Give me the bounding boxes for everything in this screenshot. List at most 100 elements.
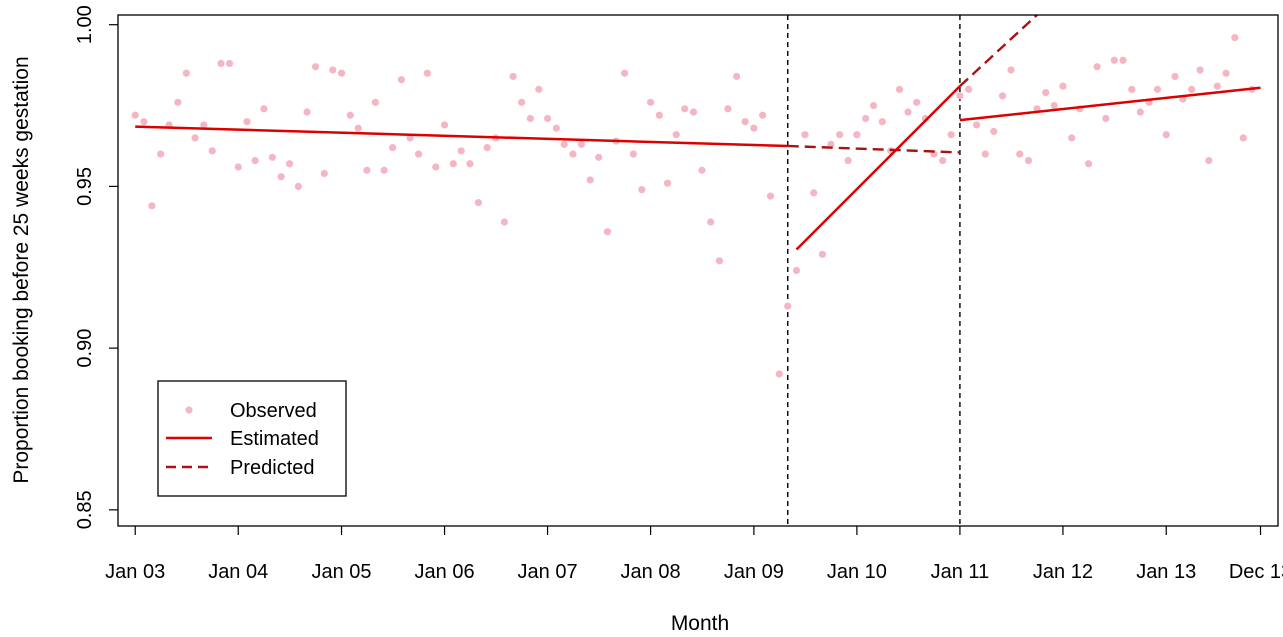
observed-point bbox=[483, 144, 491, 152]
y-axis: 0.85 0.90 0.95 1.00 bbox=[74, 5, 118, 529]
observed-point bbox=[895, 85, 904, 93]
observed-point bbox=[1068, 134, 1076, 142]
observed-point bbox=[148, 202, 156, 210]
observed-point bbox=[320, 169, 328, 178]
observed-point bbox=[689, 108, 698, 116]
observed-point bbox=[294, 182, 302, 191]
observed-point bbox=[836, 131, 844, 139]
observed-point bbox=[818, 250, 827, 258]
observed-point bbox=[1119, 56, 1127, 64]
observed-point bbox=[1196, 66, 1204, 74]
observed-point bbox=[629, 150, 637, 158]
observed-point bbox=[380, 166, 388, 174]
observed-point bbox=[191, 134, 199, 142]
observed-point bbox=[243, 118, 251, 126]
observed-point bbox=[810, 189, 818, 197]
observed-point bbox=[759, 111, 767, 119]
observed-point bbox=[655, 111, 663, 119]
intervention-lines bbox=[787, 15, 961, 526]
observed-point bbox=[1024, 156, 1033, 165]
observed-point bbox=[638, 186, 646, 194]
estimated-lines bbox=[135, 85, 1261, 251]
observed-point bbox=[853, 131, 861, 139]
observed-point bbox=[827, 140, 835, 148]
x-tick-label: Dec 13 bbox=[1229, 561, 1283, 583]
observed-point bbox=[981, 150, 989, 158]
observed-point bbox=[621, 69, 629, 77]
observed-point bbox=[457, 147, 465, 155]
observed-point bbox=[260, 105, 268, 113]
observed-point bbox=[363, 166, 371, 174]
x-tick-label: Jan 09 bbox=[724, 561, 784, 583]
observed-point bbox=[423, 69, 431, 77]
observed-point bbox=[286, 160, 294, 168]
observed-point bbox=[646, 98, 655, 106]
observed-point bbox=[1171, 72, 1179, 81]
observed-point bbox=[715, 257, 724, 265]
observed-point bbox=[1136, 108, 1144, 116]
x-axis: Jan 03 Jan 04 Jan 05 Jan 06 Jan 07 Jan 08 Jan … bbox=[105, 526, 1283, 583]
observed-point bbox=[792, 266, 801, 275]
observed-point bbox=[140, 118, 148, 126]
predicted-lines bbox=[787, 15, 1038, 154]
observed-point bbox=[466, 160, 474, 168]
observed-point bbox=[724, 105, 732, 113]
observed-point bbox=[1093, 63, 1101, 71]
y-axis-title: Proportion booking before 25 weeks gesta… bbox=[10, 56, 33, 483]
observed-point bbox=[741, 118, 749, 126]
observed-point bbox=[990, 127, 998, 136]
observed-point bbox=[449, 160, 457, 168]
observed-point bbox=[1239, 134, 1247, 142]
observed-point bbox=[939, 156, 947, 165]
observed-point bbox=[440, 121, 449, 129]
observed-point bbox=[474, 198, 483, 207]
observed-point bbox=[862, 114, 870, 123]
observed-point bbox=[1213, 82, 1221, 90]
observed-point bbox=[371, 98, 380, 106]
predicted-line bbox=[959, 15, 1038, 88]
observed-point bbox=[698, 166, 706, 174]
legend-observed-label: Observed bbox=[230, 400, 317, 422]
observed-point bbox=[1222, 69, 1230, 77]
y-tick-label: 0.95 bbox=[74, 167, 96, 206]
observed-point bbox=[1042, 89, 1050, 97]
observed-point bbox=[766, 192, 775, 200]
observed-point bbox=[526, 114, 534, 123]
x-tick-label: Jan 13 bbox=[1136, 561, 1196, 583]
observed-point bbox=[208, 147, 216, 155]
plot-frame bbox=[117, 14, 1279, 527]
x-tick-label: Jan 07 bbox=[518, 561, 578, 583]
observed-point bbox=[500, 218, 508, 226]
observed-point bbox=[131, 111, 139, 119]
observed-point bbox=[947, 131, 955, 139]
observed-point bbox=[329, 66, 337, 74]
observed-point bbox=[1188, 85, 1196, 93]
observed-point bbox=[784, 302, 792, 310]
observed-point bbox=[560, 140, 568, 148]
estimated-line bbox=[959, 86, 1261, 122]
observed-point bbox=[750, 124, 758, 132]
observed-point bbox=[509, 72, 517, 81]
observed-point bbox=[182, 69, 190, 77]
observed-point bbox=[1153, 85, 1162, 93]
observed-point bbox=[311, 63, 320, 71]
observed-point bbox=[397, 76, 405, 84]
estimated-line bbox=[135, 125, 788, 148]
observed-point bbox=[389, 144, 397, 152]
observed-point bbox=[414, 150, 423, 158]
legend-observed-marker bbox=[185, 406, 193, 414]
x-tick-label: Jan 08 bbox=[621, 561, 681, 583]
observed-point bbox=[956, 92, 964, 100]
observed-point bbox=[251, 156, 259, 165]
observed-point bbox=[801, 131, 809, 139]
x-tick-label: Jan 11 bbox=[931, 561, 990, 583]
observed-point bbox=[775, 370, 783, 378]
observed-point bbox=[844, 156, 852, 165]
y-tick-label: 0.90 bbox=[74, 329, 96, 368]
observed-point bbox=[965, 85, 973, 93]
x-tick-label: Jan 03 bbox=[105, 561, 165, 583]
observed-point bbox=[552, 124, 560, 132]
x-tick-label: Jan 10 bbox=[827, 561, 887, 583]
observed-point bbox=[1162, 131, 1170, 139]
